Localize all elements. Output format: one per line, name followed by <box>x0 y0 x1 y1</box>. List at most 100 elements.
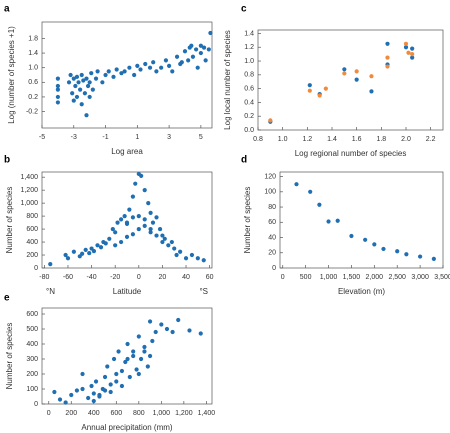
annotation: °N <box>46 287 55 296</box>
point <box>142 223 147 228</box>
x-tick-label: -80 <box>39 274 49 281</box>
point <box>91 391 96 396</box>
point <box>63 400 68 405</box>
point <box>150 338 155 344</box>
y-tick-label: 100 <box>264 189 276 196</box>
y-tick-label: 400 <box>26 341 38 348</box>
x-tick-label: -20 <box>110 274 120 281</box>
point <box>103 241 108 246</box>
point <box>70 91 75 96</box>
x-tick-label: 500 <box>300 274 312 281</box>
y-tick-label: 1.0 <box>28 65 38 72</box>
point <box>130 194 136 199</box>
x-tick-label: 3,500 <box>434 274 450 281</box>
y-tick-label: 200 <box>26 371 38 378</box>
point <box>78 87 83 92</box>
point <box>187 328 192 333</box>
point <box>190 54 196 59</box>
point <box>73 83 78 89</box>
point <box>189 252 195 258</box>
point <box>403 45 409 50</box>
point <box>138 356 144 362</box>
point <box>84 113 89 118</box>
point <box>142 344 147 350</box>
point <box>71 98 76 103</box>
point <box>135 63 140 68</box>
point <box>65 256 71 261</box>
point <box>97 394 102 399</box>
point <box>183 256 189 261</box>
y-tick-label: 400 <box>26 239 38 246</box>
point <box>130 215 136 220</box>
point <box>119 368 125 374</box>
point <box>182 49 188 54</box>
y-tick-label: 1.2 <box>244 44 254 51</box>
point <box>74 74 80 79</box>
point <box>385 41 390 46</box>
point <box>114 379 119 384</box>
point <box>179 60 184 65</box>
x-tick-label: 40 <box>182 274 190 281</box>
point <box>323 86 328 91</box>
x-tick-label: 2.2 <box>426 136 436 143</box>
point <box>127 374 132 380</box>
point <box>157 226 163 232</box>
annotation: °S <box>199 287 208 296</box>
point <box>81 78 86 83</box>
point <box>139 173 144 178</box>
point <box>68 72 73 78</box>
point <box>154 215 159 220</box>
y-tick-label: 600 <box>26 226 38 233</box>
point <box>71 76 76 81</box>
point <box>164 326 170 332</box>
point <box>119 383 125 389</box>
point <box>98 245 104 250</box>
point <box>138 67 143 72</box>
point <box>106 69 111 74</box>
point <box>142 188 147 193</box>
x-tick-label: 0 <box>281 274 285 281</box>
x-tick-label: 5 <box>199 134 203 141</box>
point <box>57 397 63 402</box>
point <box>136 214 141 219</box>
point <box>55 94 60 100</box>
point <box>89 71 94 76</box>
y-tick-label: 120 <box>264 173 276 180</box>
point <box>170 329 175 335</box>
y-tick-label: 60 <box>268 219 276 226</box>
point <box>90 87 95 92</box>
point <box>148 226 153 232</box>
point <box>111 356 117 362</box>
point <box>114 371 119 377</box>
x-tick-label: 1.4 <box>327 136 337 143</box>
point <box>91 249 97 254</box>
point <box>102 388 108 393</box>
point <box>307 88 312 93</box>
point <box>431 256 436 261</box>
y-tick-label: 80 <box>268 204 276 211</box>
point <box>143 61 148 67</box>
point <box>203 58 208 63</box>
point <box>146 201 151 206</box>
y-tick-label: 1,200 <box>20 187 38 194</box>
point <box>48 262 53 267</box>
point <box>63 252 68 258</box>
point <box>84 76 89 81</box>
y-tick-label: 1,000 <box>20 200 38 207</box>
point <box>167 63 172 68</box>
point <box>154 69 159 74</box>
point <box>52 389 57 395</box>
y-tick-label: 100 <box>26 386 38 393</box>
point <box>354 69 359 74</box>
point <box>130 232 136 237</box>
point <box>118 217 124 222</box>
point <box>131 353 136 359</box>
point <box>113 230 118 235</box>
x-tick-label: 2.0 <box>401 136 411 143</box>
panel-letter: b <box>4 155 10 166</box>
panel-letter: e <box>4 293 10 304</box>
x-axis-label: Latitude <box>113 287 142 296</box>
x-tick-label: 600 <box>110 410 122 417</box>
point <box>406 50 411 55</box>
point <box>178 249 183 254</box>
